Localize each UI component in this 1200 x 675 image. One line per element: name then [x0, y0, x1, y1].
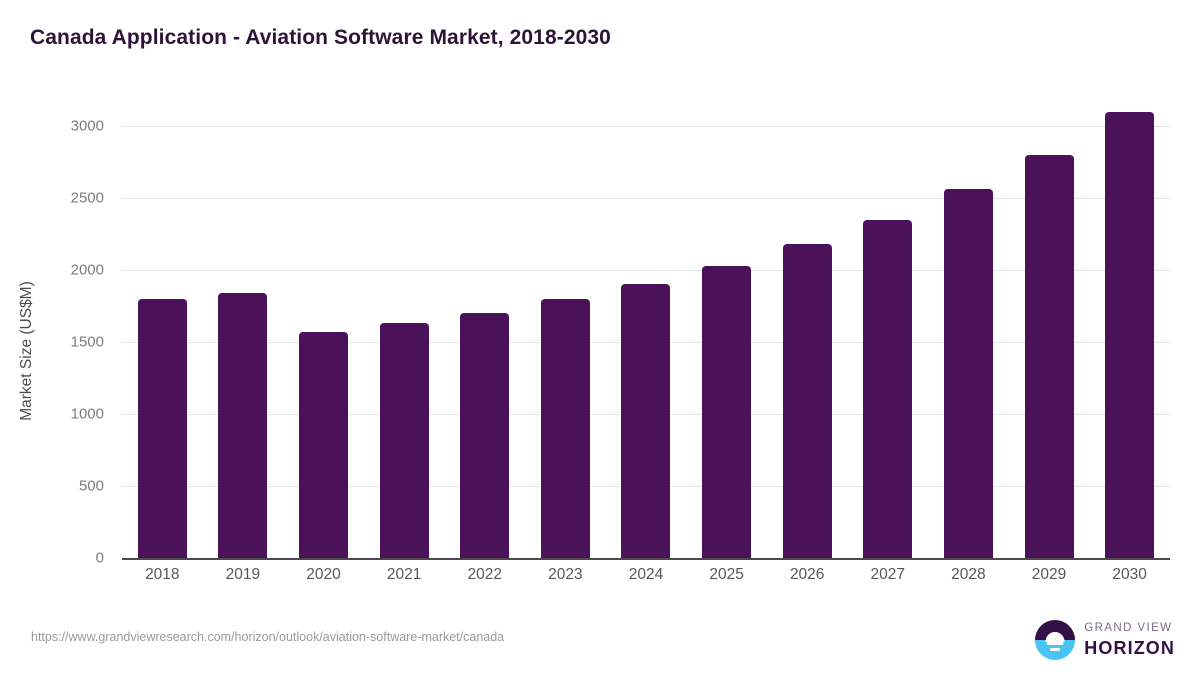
bar-slot [444, 126, 525, 558]
x-tick-label: 2022 [467, 566, 502, 583]
bar-2023[interactable] [540, 298, 590, 558]
bar-2026[interactable] [782, 244, 832, 558]
gridline [122, 198, 1170, 199]
logo-line-upper [1046, 642, 1064, 646]
bar-2030[interactable] [1105, 111, 1155, 558]
horizon-sun-icon [1035, 620, 1076, 660]
bar-slot [122, 126, 203, 558]
brand-logo: GRAND VIEW HORIZON [1035, 618, 1175, 662]
y-tick-label: 2500 [70, 189, 104, 207]
bar-slot [606, 126, 687, 558]
chart-title: Canada Application - Aviation Software M… [30, 26, 611, 49]
x-tick-label: 2028 [951, 566, 986, 583]
bar-slot [1089, 111, 1170, 558]
x-tick-slot: 2024 [606, 566, 687, 584]
bar-2028[interactable] [943, 189, 993, 558]
x-tick-slot: 2019 [203, 566, 284, 584]
logo-bottom-text: HORIZON [1084, 637, 1175, 658]
x-tick-slot: 2021 [364, 566, 445, 584]
gridline [122, 126, 1170, 127]
x-tick-slot: 2025 [686, 566, 767, 584]
y-tick-label: 0 [95, 549, 104, 567]
logo-top-text: GRAND VIEW [1084, 622, 1173, 635]
bar-slot [928, 126, 1009, 558]
x-tick-label: 2020 [306, 566, 341, 583]
y-tick-label: 3000 [70, 117, 104, 135]
bar-2027[interactable] [863, 219, 913, 558]
bar-2020[interactable] [299, 331, 349, 558]
y-tick-label: 1500 [70, 333, 104, 351]
bar-slot [283, 126, 364, 558]
x-tick-label: 2030 [1112, 566, 1147, 583]
logo-sun-shape [1045, 631, 1065, 642]
x-tick-label: 2023 [548, 566, 583, 583]
x-tick-slot: 2023 [525, 566, 606, 584]
x-tick-label: 2025 [709, 566, 744, 583]
bar-2025[interactable] [702, 265, 752, 558]
y-axis-tick-labels: 0 500 1000 1500 2000 2500 3000 [42, 118, 104, 567]
x-axis-tick-labels: 2018 2019 2020 2021 2022 2023 2024 2025 2026 2027… [122, 566, 1170, 584]
bar-2022[interactable] [460, 313, 510, 558]
x-tick-label: 2029 [1031, 566, 1067, 583]
y-axis-title: Market Size (US$M) [18, 281, 35, 421]
bar-slot [203, 126, 284, 558]
y-tick-label: 1000 [70, 405, 104, 423]
x-tick-slot: 2027 [847, 566, 928, 584]
x-tick-label: 2027 [870, 566, 906, 583]
bar-2021[interactable] [379, 323, 429, 558]
bar-slot [1009, 126, 1090, 558]
x-tick-slot: 2028 [928, 566, 1009, 584]
y-tick-label: 2000 [70, 261, 104, 279]
gridline [122, 270, 1170, 271]
bar-2018[interactable] [137, 298, 187, 558]
source-url[interactable]: https://www.grandviewresearch.com/horizo… [31, 630, 505, 644]
x-tick-label: 2021 [386, 566, 422, 583]
logo-wordmark: GRAND VIEW HORIZON [1084, 623, 1175, 657]
x-axis-line [122, 558, 1170, 560]
x-tick-slot: 2022 [444, 566, 525, 584]
bar-slot [686, 126, 767, 558]
bar-slot [847, 126, 928, 558]
bar-2019[interactable] [218, 293, 268, 558]
x-tick-label: 2019 [225, 566, 261, 583]
x-tick-label: 2026 [789, 566, 825, 583]
x-tick-slot: 2018 [122, 566, 203, 584]
y-tick-label: 500 [78, 477, 104, 495]
x-tick-label: 2018 [145, 566, 180, 583]
bar-slot [767, 126, 848, 558]
bar-2024[interactable] [621, 284, 671, 558]
bar-2029[interactable] [1024, 154, 1074, 558]
bar-slot [525, 126, 606, 558]
bars-group [122, 111, 1170, 558]
x-tick-slot: 2026 [767, 566, 848, 584]
x-tick-label: 2024 [628, 566, 664, 583]
logo-sky [1035, 620, 1076, 640]
logo-line-lower [1050, 648, 1061, 651]
x-tick-slot: 2029 [1009, 566, 1090, 584]
bar-slot [364, 126, 445, 558]
x-tick-slot: 2030 [1089, 566, 1170, 584]
x-tick-slot: 2020 [283, 566, 364, 584]
